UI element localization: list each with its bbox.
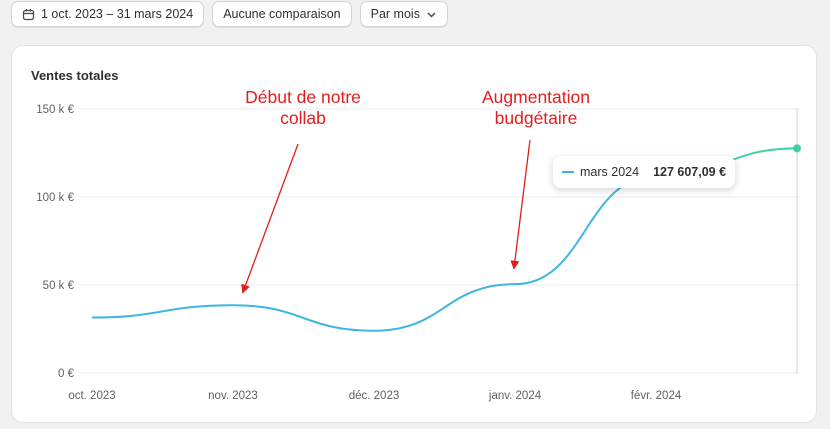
series-line: [91, 174, 657, 332]
annotation-budget: Augmentation budgétaire: [456, 87, 616, 129]
comparison-label: Aucune comparaison: [223, 7, 341, 21]
toolbar: 1 oct. 2023 – 31 mars 2024 Aucune compar…: [11, 1, 448, 27]
date-range-label: 1 oct. 2023 – 31 mars 2024: [41, 7, 194, 21]
x-tick-label: févr. 2024: [631, 390, 682, 402]
x-tick-label: oct. 2023: [68, 390, 115, 402]
tooltip-value: 127 607,09 €: [653, 165, 727, 179]
annotation-arrow-collab: [241, 143, 299, 294]
interval-label: Par mois: [370, 7, 420, 21]
calendar-icon: [22, 8, 35, 21]
annotation-budget-line2: budgétaire: [494, 108, 578, 128]
annotation-collab: Début de notre collab: [220, 87, 386, 129]
y-tick-label: 0 €: [58, 368, 75, 380]
chart-tooltip: mars 2024 127 607,09 €: [553, 156, 736, 188]
chevron-down-icon: [426, 9, 437, 20]
comparison-button[interactable]: Aucune comparaison: [212, 1, 352, 27]
y-tick-label: 50 k €: [43, 280, 75, 292]
card-title: Ventes totales: [31, 68, 119, 83]
date-range-button[interactable]: 1 oct. 2023 – 31 mars 2024: [11, 1, 205, 27]
annotation-arrow-budget: [510, 139, 531, 270]
annotation-budget-line1: Augmentation: [482, 87, 590, 107]
x-tick-label: déc. 2023: [349, 390, 400, 402]
x-tick-label: janv. 2024: [488, 390, 542, 402]
annotation-collab-line2: collab: [280, 108, 326, 128]
sales-card: Ventes totales: [11, 45, 817, 423]
data-point: [793, 144, 801, 153]
annotation-collab-line1: Début de notre: [245, 87, 361, 107]
tooltip-series-swatch: [562, 171, 574, 173]
y-tick-label: 100 k €: [36, 192, 74, 204]
tooltip-label: mars 2024: [580, 165, 640, 179]
interval-dropdown[interactable]: Par mois: [359, 1, 448, 27]
x-tick-label: nov. 2023: [208, 390, 258, 402]
y-tick-label: 150 k €: [36, 104, 74, 116]
